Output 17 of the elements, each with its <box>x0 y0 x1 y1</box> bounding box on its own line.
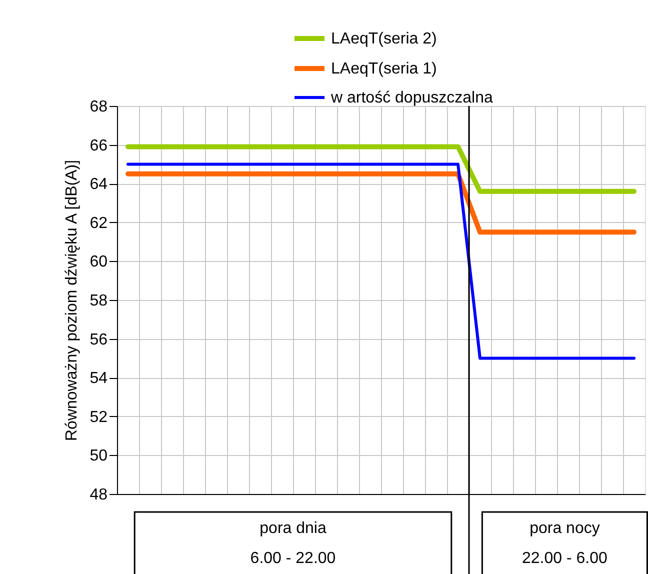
y-tick-label: 58 <box>90 292 108 310</box>
y-tick-label: 52 <box>90 408 108 426</box>
y-tick-label: 48 <box>90 486 108 504</box>
y-tick-label: 68 <box>90 98 108 116</box>
y-tick-label: 62 <box>90 214 108 232</box>
legend-label: LAeqT(seria 1) <box>331 60 437 78</box>
text: pora nocy 22.00 - 6.00 <box>522 520 608 567</box>
y-axis-title: Równoważny poziom dźwięku A [dB(A)] <box>64 160 81 442</box>
y-tick-label: 50 <box>90 448 108 465</box>
legend-label: w artość dopuszczalna <box>330 90 493 106</box>
text: pora dnia 6.00 - 22.00 <box>250 520 336 567</box>
y-tick-label: 64 <box>90 176 108 194</box>
y-tick-label: 56 <box>90 331 108 348</box>
legend-label: LAeqT(seria 2) <box>331 30 437 48</box>
y-tick-label: 60 <box>90 254 108 271</box>
y-tick-label: 66 <box>90 137 108 154</box>
y-tick-label: 54 <box>90 370 108 388</box>
